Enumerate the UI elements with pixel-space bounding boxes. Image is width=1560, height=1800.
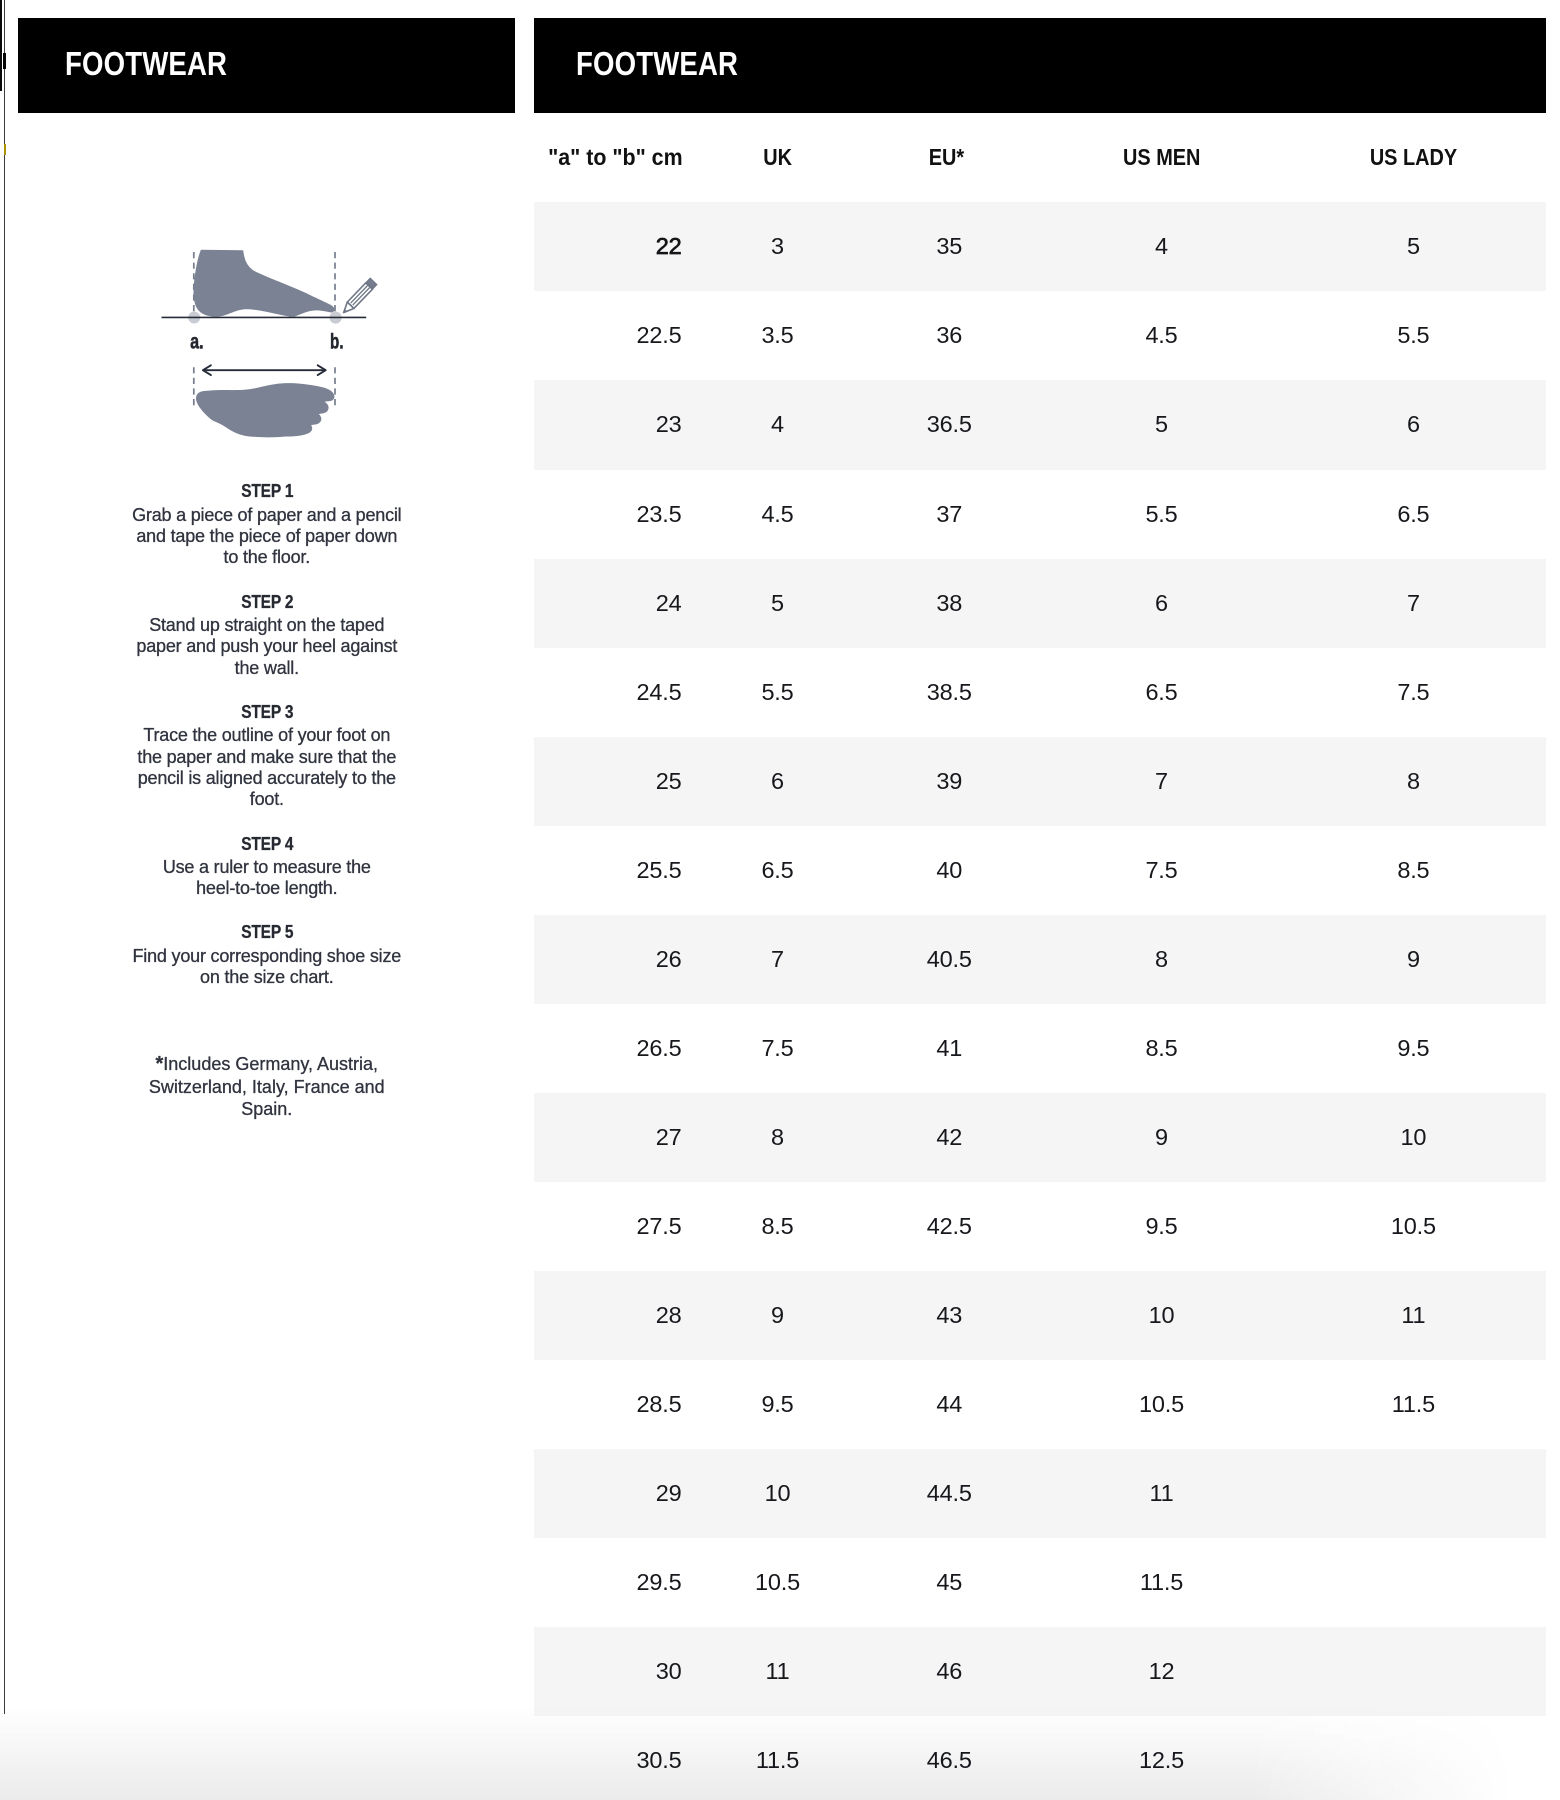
svg-text:a.: a. xyxy=(190,330,204,353)
svg-text:b.: b. xyxy=(330,330,344,353)
